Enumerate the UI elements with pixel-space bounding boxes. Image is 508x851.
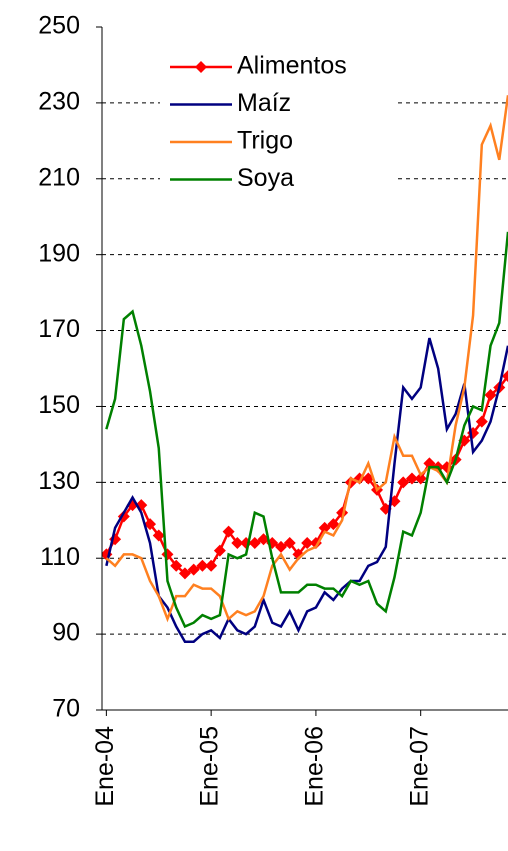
point-marker — [327, 518, 340, 531]
x-tick-label: Ene-06 — [301, 726, 329, 807]
point-marker — [213, 544, 226, 557]
axes: 70 90 110 130 150 170 190 210 230 250 Ene-04 Ene-05… — [38, 12, 508, 807]
point-marker — [187, 563, 200, 576]
point-marker — [222, 525, 235, 538]
y-tick-label: 170 — [38, 315, 80, 343]
y-tick-label: 250 — [38, 12, 80, 40]
point-marker — [379, 502, 392, 515]
series-line — [105, 95, 508, 623]
legend-label: Maíz — [237, 89, 291, 117]
y-tick-label: 210 — [38, 163, 80, 191]
x-tick-label: Ene-07 — [405, 726, 433, 807]
y-tick-label: 110 — [40, 543, 80, 571]
point-marker — [397, 476, 410, 489]
point-marker — [231, 537, 244, 550]
point-marker — [301, 537, 314, 550]
point-marker — [178, 567, 191, 580]
x-tick-label: Ene-05 — [196, 726, 224, 807]
point-marker — [248, 537, 261, 550]
point-marker — [152, 529, 165, 542]
y-tick-label: 190 — [38, 239, 80, 267]
series-line — [105, 337, 508, 643]
point-marker — [283, 537, 296, 550]
point-marker — [405, 472, 418, 485]
point-marker — [170, 559, 183, 572]
legend-label: Trigo — [237, 127, 293, 155]
point-marker — [102, 548, 113, 561]
point-marker — [144, 518, 157, 531]
point-marker — [502, 370, 508, 383]
point-marker — [475, 415, 488, 428]
legend-label: Soya — [237, 164, 294, 192]
point-marker — [292, 548, 305, 561]
x-tick-label: Ene-04 — [91, 726, 119, 807]
legend-label: Alimentos — [237, 52, 347, 80]
point-marker — [205, 559, 218, 572]
y-tick-label: 230 — [38, 87, 80, 115]
point-marker — [196, 559, 209, 572]
point-marker — [484, 389, 497, 402]
point-marker — [274, 540, 287, 553]
y-tick-label: 70 — [52, 695, 80, 723]
y-tick-label: 90 — [52, 619, 80, 647]
plot-area — [102, 95, 508, 643]
point-marker — [414, 472, 427, 485]
legend-marker — [195, 61, 207, 73]
point-marker — [318, 521, 331, 534]
y-tick-label: 130 — [38, 467, 80, 495]
y-tick-label: 150 — [38, 391, 80, 419]
series-line — [105, 231, 508, 629]
legend: Alimentos Maíz Trigo Soya — [160, 45, 394, 205]
